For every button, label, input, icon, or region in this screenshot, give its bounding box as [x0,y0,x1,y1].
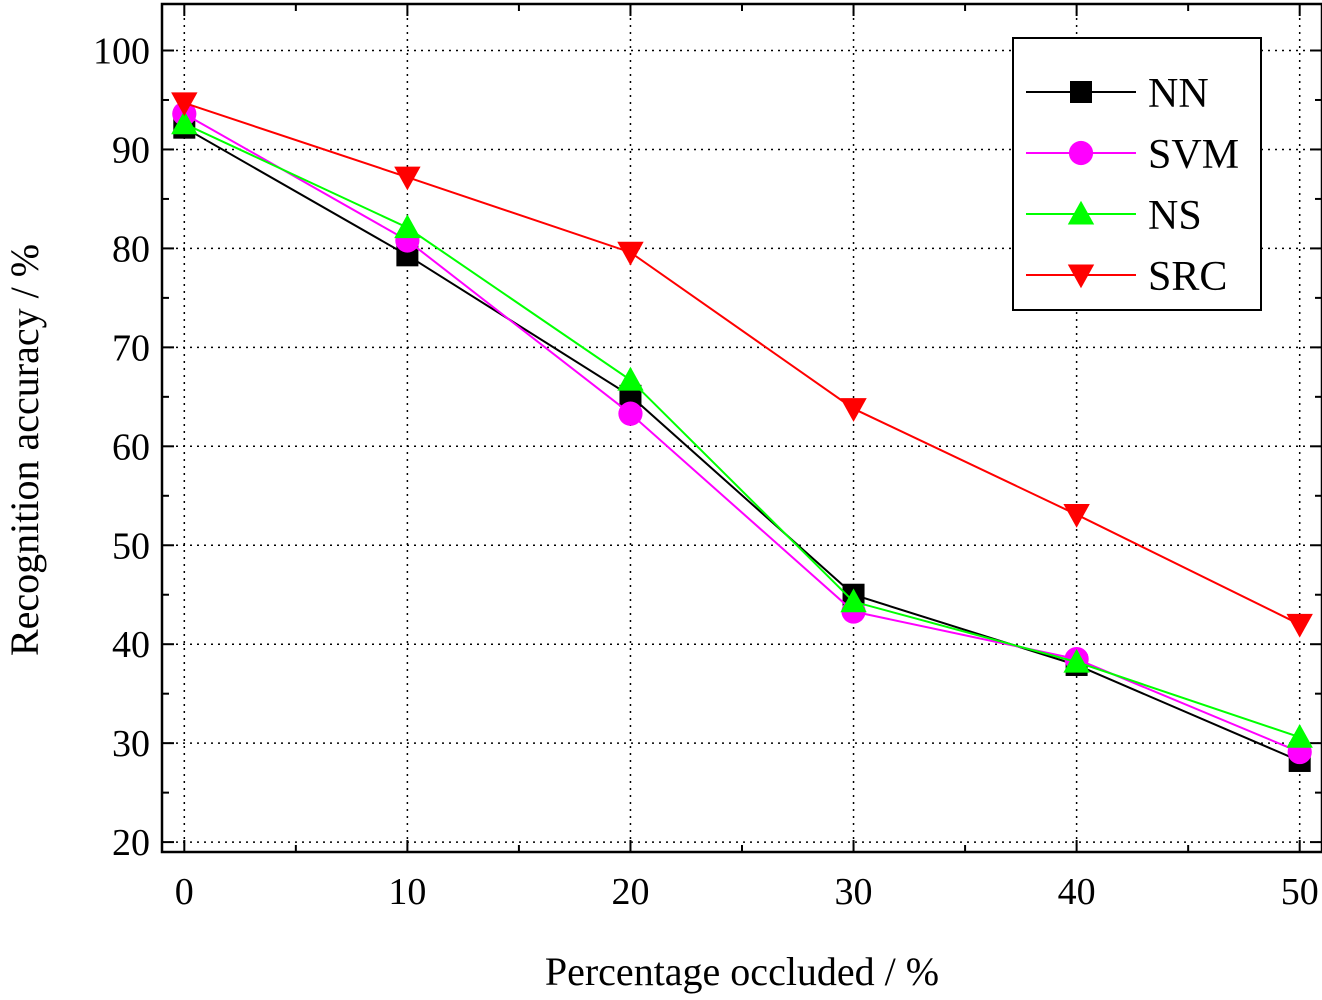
data-point-ns [840,588,867,613]
y-tick-label: 30 [112,723,150,765]
data-point-ns [1286,724,1313,748]
y-tick-label: 50 [112,525,150,567]
x-tick-label: 50 [1281,871,1319,913]
legend-label-src: SRC [1148,254,1227,300]
legend-label-nn: NN [1148,71,1209,117]
x-tick-label: 40 [1058,871,1096,913]
series-line-nn [183,126,1301,762]
data-point-src [1286,613,1313,638]
series-group [171,92,1313,772]
data-point-src [617,241,644,266]
x-tick-label: 0 [175,871,194,913]
legend-label-ns: NS [1148,193,1202,239]
legend-box [1012,37,1262,311]
x-tick-label: 20 [611,871,649,913]
series-line-src [183,102,1301,626]
data-point-ns [1063,648,1090,673]
x-tick-label: 30 [835,871,873,913]
legend: NN SVM NS SRC [1012,37,1262,311]
data-point-src [394,166,421,191]
y-tick-label: 40 [112,624,150,666]
data-point-src [1063,504,1090,528]
data-point-src [840,398,867,422]
axis-ticks: 0 10 20 30 40 50 20 30 40 50 60 70 80 90 100 [93,4,1322,913]
series-ns [171,110,1313,748]
legend-marker-src [1067,264,1095,289]
series-line-ns [183,122,1301,739]
data-point-ns [171,110,198,135]
y-tick-label: 60 [112,426,150,468]
data-point-ns [617,366,644,391]
data-point-src [171,92,198,117]
series-src [171,92,1313,638]
x-tick-label: 10 [388,871,426,913]
y-tick-label: 100 [93,31,150,73]
x-axis-title: Percentage occluded / % [545,949,939,994]
legend-label-svm: SVM [1148,132,1239,178]
legend-marker-ns [1067,200,1095,225]
y-axis-title: Recognition accuracy / % [2,244,47,656]
y-tick-label: 90 [112,129,150,171]
legend-marker-svm [1068,140,1094,166]
y-tick-label: 70 [112,327,150,369]
y-tick-label: 80 [112,228,150,270]
y-tick-label: 20 [112,822,150,864]
legend-marker-nn [1070,81,1092,103]
data-point-ns [394,214,421,239]
data-point-svm [618,401,643,426]
